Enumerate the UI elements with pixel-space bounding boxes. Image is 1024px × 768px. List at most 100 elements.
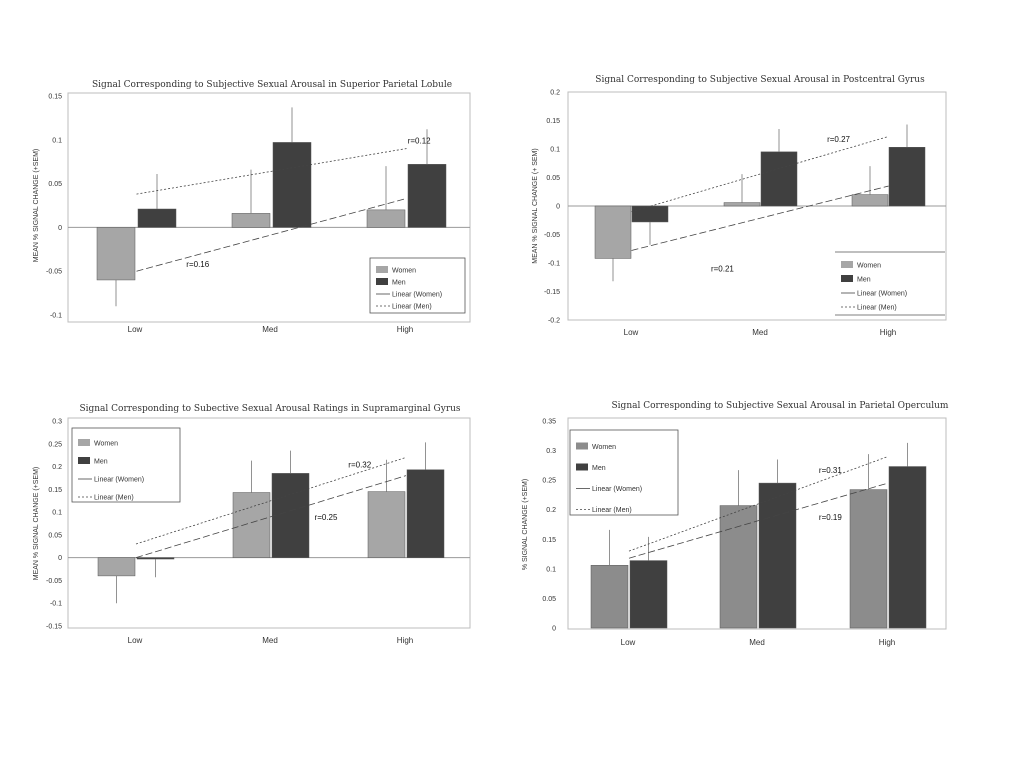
bar-women-med [232,492,271,558]
y-tick-label: 0.2 [546,507,556,514]
legend-women-label: Women [857,263,881,270]
r-annotation: r=0.12 [408,136,431,145]
y-tick-label: 0.05 [546,175,560,182]
legend-men-label: Men [94,459,108,466]
r-annotation: r=0.27 [827,135,850,144]
chart-title: Signal Corresponding to Subjective Sexua… [92,80,452,90]
legend-women-label: Women [592,444,616,451]
y-tick-label: -0.2 [548,318,560,325]
x-tick-label: Low [128,636,143,645]
bar-women-low [590,565,629,629]
bar-women-high [366,209,406,228]
trendline-men [135,457,407,545]
chart-3: Signal Corresponding to Subective Sexual… [33,404,471,645]
bar-men-med [758,482,797,629]
x-tick-label: Med [262,325,278,334]
bar-men-low [136,557,175,560]
bar-women-high [851,194,889,207]
legend-men-label: Men [392,280,406,287]
legend-linear-women-label: Linear (Women) [94,477,144,484]
legend-women-swatch [576,442,588,450]
trendline-women [135,475,407,559]
y-tick-label: 0.05 [48,532,62,539]
x-tick-label: Low [128,325,143,334]
y-axis-label: % SIGNAL CHANGE (+SEM) [522,479,529,570]
y-tick-label: -0.05 [46,578,62,585]
bar-men-high [407,164,447,228]
bar-men-low [631,205,669,223]
y-tick-label: 0.35 [542,419,556,426]
y-tick-label: 0.05 [48,181,62,188]
legend-women-label: Women [94,441,118,448]
chart-title: Signal Corresponding to Subjective Sexua… [612,401,949,411]
y-axis-label: MEAN % SIGNAL CHANGE (+ SEM) [532,148,539,263]
y-tick-label: 0.1 [550,147,560,154]
y-tick-label: -0.1 [50,601,62,608]
bar-women-high [849,489,888,629]
chart-2: Signal Corresponding to Subjective Sexua… [532,75,947,337]
r-annotation: r=0.19 [819,513,842,522]
trendline-men [628,456,889,552]
y-tick-label: 0.25 [48,441,62,448]
legend-women-swatch [841,261,853,268]
legend-men-label: Men [857,277,871,284]
y-tick-label: 0 [552,626,556,633]
y-tick-label: 0.05 [542,596,556,603]
y-tick-label: -0.05 [544,232,560,239]
chart-title: Signal Corresponding to Subjective Sexua… [595,75,925,85]
bar-men-med [272,142,312,228]
y-tick-label: 0.25 [542,478,556,485]
y-tick-label: 0.2 [52,464,62,471]
y-tick-label: -0.15 [46,624,62,631]
y-axis-label: MEAN % SIGNAL CHANGE (+SEM) [33,467,40,581]
y-tick-label: -0.1 [50,313,62,320]
y-tick-label: 0.1 [546,566,556,573]
y-tick-label: 0 [58,555,62,562]
trendline-women [628,482,889,559]
r-annotation: r=0.32 [348,460,371,469]
legend-linear-women-label: Linear (Women) [392,292,442,299]
plot-frame [67,92,471,323]
y-tick-label: 0.1 [52,137,62,144]
x-tick-label: High [880,328,896,337]
y-tick-label: 0.15 [48,487,62,494]
plot-frame [567,417,947,630]
x-tick-label: Med [749,638,765,647]
r-annotation: r=0.31 [819,466,842,475]
bar-men-low [137,208,177,228]
legend-men-swatch [376,278,388,285]
r-annotation: r=0.16 [186,260,209,269]
chart-4: Signal Corresponding to Subjective Sexua… [522,401,949,647]
y-tick-label: 0.3 [546,448,556,455]
legend-men-label: Men [592,465,606,472]
bar-men-low [629,560,668,629]
legend-women-swatch [78,439,90,446]
y-tick-label: 0.3 [52,419,62,426]
legend-women-swatch [376,266,388,273]
bar-women-med [723,202,761,207]
trendline-men [631,136,889,213]
bar-men-high [406,469,445,558]
bar-men-high [888,466,927,629]
bar-men-high [888,147,926,207]
bar-women-med [719,505,758,629]
trendline-men [136,148,407,195]
trendline-women [631,185,889,251]
x-tick-label: Low [621,638,636,647]
x-tick-label: High [879,638,895,647]
legend: Women Men Linear (Women) Linear (Men) [835,251,945,316]
legend: Women Men Linear (Women) Linear (Men) [569,429,679,516]
legend-linear-men-label: Linear (Men) [857,305,897,312]
legend: Women Men Linear (Women) Linear (Men) [71,427,181,503]
legend-men-swatch [841,275,853,282]
y-tick-label: 0.15 [542,537,556,544]
y-tick-label: 0.15 [546,118,560,125]
x-tick-label: Med [262,636,278,645]
plot-frame [67,417,471,629]
bar-women-low [97,557,136,577]
y-tick-label: 0.15 [48,94,62,101]
legend-men-swatch [78,457,90,464]
y-tick-label: -0.1 [548,261,560,268]
bar-women-low [96,227,136,281]
